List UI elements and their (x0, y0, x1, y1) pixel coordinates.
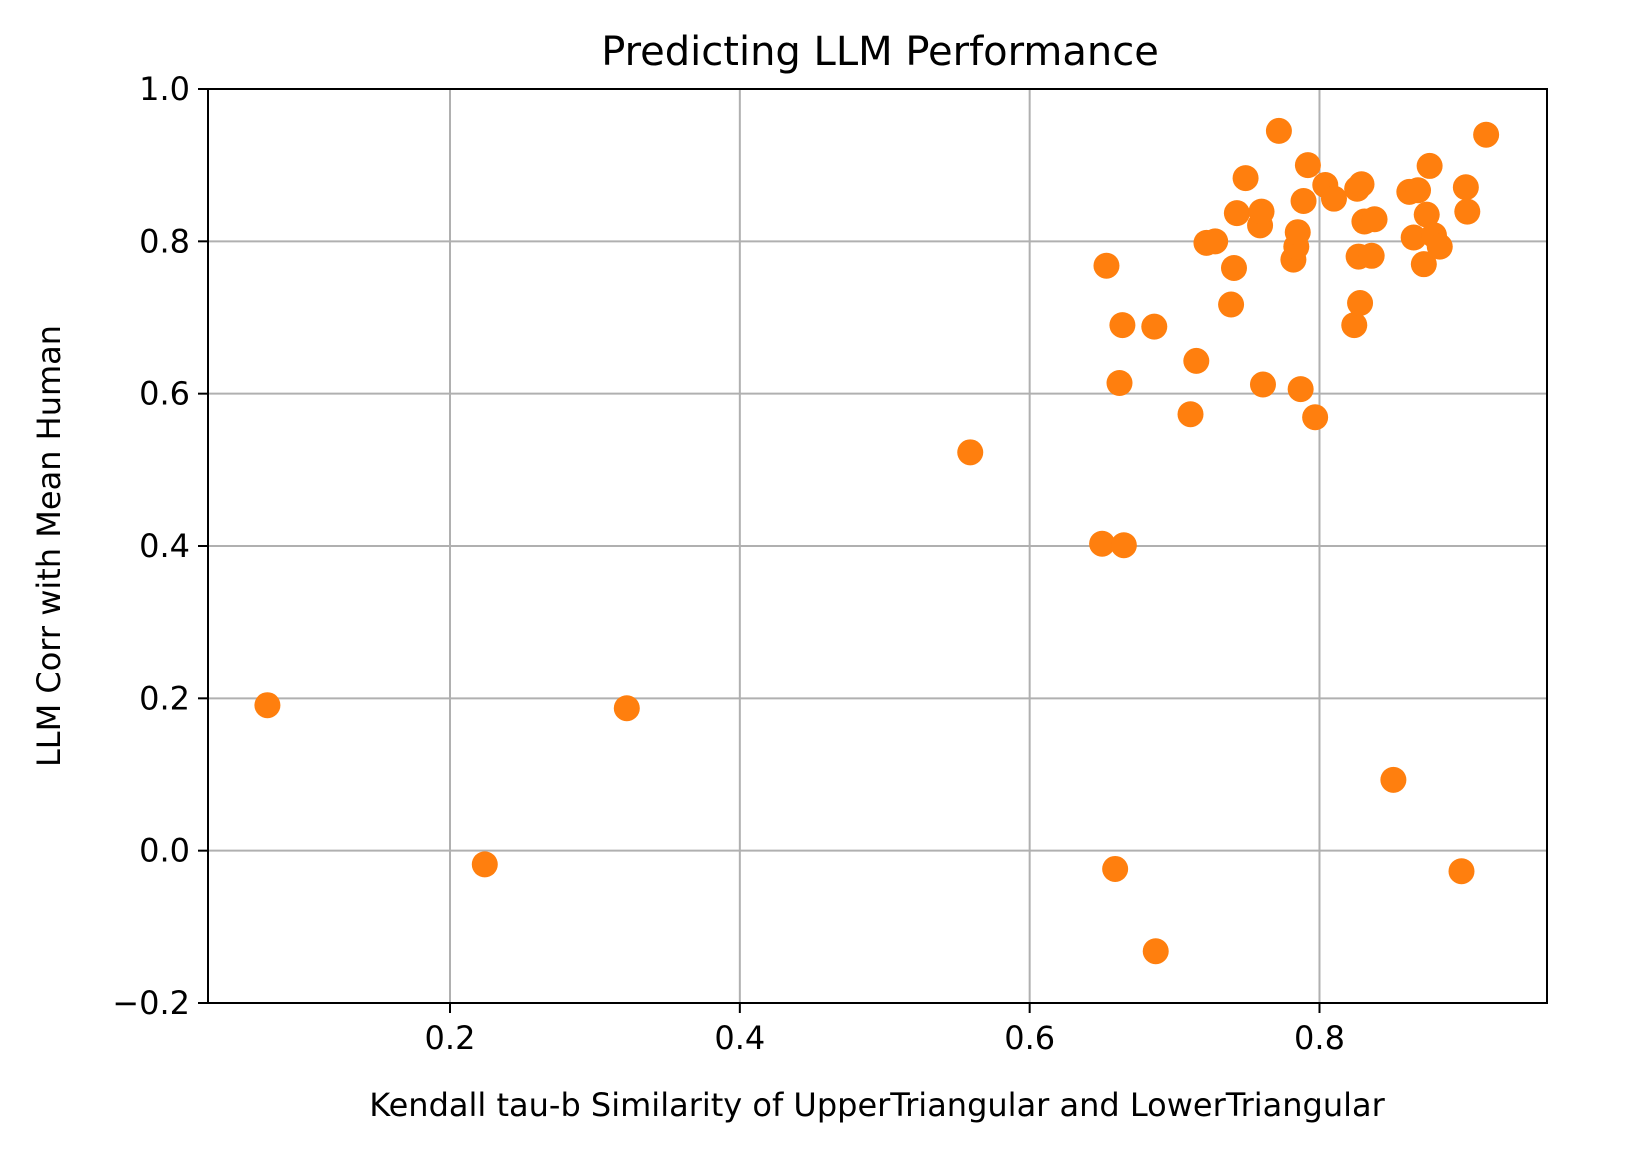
data-point (1284, 219, 1311, 246)
data-point (1248, 198, 1275, 225)
data-point (1413, 201, 1440, 228)
data-point (1142, 938, 1169, 965)
chart-title: Predicting LLM Performance (601, 29, 1159, 75)
data-point (613, 695, 640, 722)
data-point (1102, 855, 1129, 882)
data-point (1400, 224, 1427, 251)
y-tick-label: 0.4 (139, 527, 190, 565)
y-tick-label: 0.2 (139, 679, 190, 717)
x-axis-label: Kendall tau-b Similarity of UpperTriangu… (369, 1086, 1385, 1124)
x-tick-label: 0.2 (425, 1019, 476, 1057)
data-point (1452, 174, 1479, 201)
data-point (254, 692, 281, 719)
data-point (1249, 371, 1276, 398)
data-point (1141, 313, 1168, 340)
y-tick-label: 0.8 (139, 222, 190, 260)
data-point (1320, 185, 1347, 212)
y-tick-label: −0.2 (112, 984, 190, 1022)
y-tick-label: 0.6 (139, 375, 190, 413)
data-point (957, 439, 984, 466)
data-point (1109, 312, 1136, 339)
data-point (1287, 376, 1314, 403)
data-point (1302, 404, 1329, 431)
data-point (1341, 312, 1368, 339)
data-point (1183, 347, 1210, 374)
data-point (1358, 242, 1385, 269)
data-point (1361, 206, 1388, 233)
data-point (1093, 252, 1120, 279)
data-point (1410, 251, 1437, 278)
ticks-layer: 0.2 0.4 0.6 0.8 −0.2 0.0 0.2 0.4 0.6 0.8 1.0 (112, 70, 1345, 1057)
data-point (1290, 187, 1317, 214)
data-point (1347, 290, 1374, 317)
x-tick-label: 0.4 (714, 1019, 765, 1057)
data-point (1232, 165, 1259, 192)
data-point (1177, 401, 1204, 428)
points-layer (254, 117, 1500, 965)
x-tick-label: 0.8 (1294, 1019, 1345, 1057)
data-point (1218, 291, 1245, 318)
data-point (1473, 121, 1500, 148)
y-axis-label: LLM Corr with Mean Human (30, 325, 68, 767)
data-point (1202, 228, 1229, 255)
data-point (1110, 532, 1137, 559)
data-point (1454, 198, 1481, 225)
data-point (1106, 370, 1133, 397)
y-tick-label: 0.0 (139, 832, 190, 870)
data-point (1380, 766, 1407, 793)
data-point (1265, 117, 1292, 144)
y-tick-label: 1.0 (139, 70, 190, 108)
data-point (1223, 200, 1250, 227)
grid-layer (208, 89, 1547, 1003)
data-point (471, 851, 498, 878)
data-point (1089, 530, 1116, 557)
data-point (1294, 152, 1321, 179)
data-point (1348, 171, 1375, 198)
data-point (1220, 254, 1247, 281)
data-point (1416, 152, 1443, 179)
x-tick-label: 0.6 (1004, 1019, 1055, 1057)
data-point (1448, 858, 1475, 885)
data-point (1426, 233, 1453, 260)
data-point (1405, 177, 1432, 204)
